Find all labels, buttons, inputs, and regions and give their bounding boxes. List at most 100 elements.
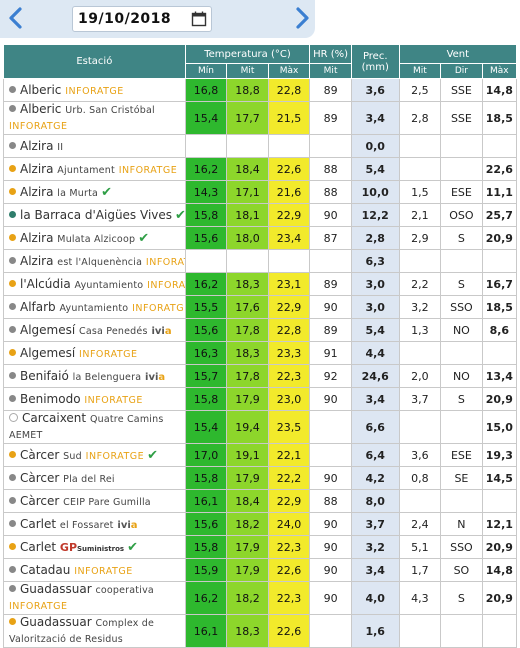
temp-min-cell: 15,6 — [184, 318, 228, 342]
station-location: Ajuntament — [57, 165, 115, 176]
station-cell[interactable]: Carlet el Fossaret ivia — [3, 512, 186, 536]
wind-mit-cell: 5,1 — [398, 535, 442, 559]
wind-max-cell: 14,5 — [481, 466, 518, 490]
temp-mit-cell: 18,4 — [226, 157, 269, 181]
station-location: cooperativa — [95, 585, 154, 596]
station-cell[interactable]: Carlet GPSuministros ✔ — [3, 535, 186, 559]
header-wind-mit[interactable]: Mit — [398, 63, 442, 79]
temp-min-cell: 14,3 — [184, 180, 228, 204]
station-cell[interactable]: Guadassuar cooperativa INFORATGE — [3, 581, 186, 615]
station-cell[interactable]: Alberic INFORATGE — [3, 78, 186, 102]
station-cell[interactable]: Catadau INFORATGE — [3, 558, 186, 582]
station-cell[interactable]: Càrcer Sud INFORATGE ✔ — [3, 443, 186, 467]
station-cell[interactable]: Alzira est l'Alquenència INFORATGE — [3, 249, 186, 273]
station-location: Quatre Camins AEMET — [9, 414, 164, 441]
station-location: est l'Alquenència — [57, 257, 143, 268]
station-cell[interactable]: Càrcer Pla del Rei — [3, 466, 186, 490]
temp-min-cell: 16,2 — [184, 581, 228, 615]
temp-max-cell: 22,8 — [267, 78, 311, 102]
humidity-cell: 87 — [309, 226, 352, 250]
station-cell[interactable]: l'Alcúdia Ayuntamiento INFORATGE — [3, 272, 186, 296]
station-cell[interactable]: Càrcer CEIP Pare Gumilla — [3, 489, 186, 513]
previous-day-button[interactable] — [4, 4, 26, 32]
wind-dir-cell — [440, 410, 483, 444]
station-location: Pla del Rei — [63, 474, 115, 485]
station-location: Ayuntamiento — [59, 303, 129, 314]
date-navigation-bar: 19/10/2018 — [0, 0, 315, 38]
wind-max-cell: 16,7 — [481, 272, 518, 296]
station-cell[interactable]: Algemesí Casa Penedés ivia — [3, 318, 186, 342]
humidity-cell: 88 — [309, 180, 352, 204]
table-row: Càrcer Pla del Rei 15,8 17,9 22,2 90 4,2 0,8 SE… — [3, 466, 518, 490]
header-temp-mit[interactable]: Mit — [226, 63, 269, 79]
station-status-dot-icon — [9, 233, 16, 241]
wind-mit-cell: 2,0 — [398, 364, 442, 388]
wind-max-cell: 20,9 — [481, 226, 518, 250]
station-cell[interactable]: Alzira la Murta ✔ — [3, 180, 186, 204]
inforatge-logo: INFORATGE — [84, 395, 143, 406]
precip-cell: 3,0 — [350, 272, 400, 296]
precip-cell: 5,4 — [350, 318, 400, 342]
wind-dir-cell: OSO — [440, 203, 483, 227]
humidity-cell: 90 — [309, 558, 352, 582]
temp-min-cell — [184, 134, 228, 158]
header-wind-max[interactable]: Màx — [481, 63, 518, 79]
inforatge-logo: INFORATGE — [147, 280, 185, 291]
inforatge-logo: INFORATGE — [79, 349, 138, 360]
ivia-logo: ivia — [145, 372, 166, 383]
station-cell[interactable]: Alberic Urb. San Cristóbal INFORATGE — [3, 101, 186, 135]
station-name: Alzira — [20, 184, 54, 199]
wind-max-cell: 12,1 — [481, 512, 518, 536]
header-precip[interactable]: Prec. (mm) — [350, 44, 400, 79]
station-cell[interactable]: Alzira Ajuntament INFORATGE — [3, 157, 186, 181]
header-station[interactable]: Estació — [3, 44, 186, 79]
station-status-dot-icon — [9, 585, 16, 592]
verified-check-icon: ✔ — [147, 447, 159, 463]
station-name: Guadassuar — [20, 615, 92, 630]
station-cell[interactable]: Alzira II — [3, 134, 186, 158]
station-cell[interactable]: Alfarb Ayuntamiento INFORATGE — [3, 295, 186, 319]
temp-mit-cell: 18,3 — [226, 272, 269, 296]
temp-min-cell: 15,9 — [184, 558, 228, 582]
next-day-button[interactable] — [292, 4, 314, 32]
table-row: Càrcer CEIP Pare Gumilla 16,1 18,4 22,9 88 8,… — [3, 489, 518, 513]
station-cell[interactable]: Algemesí INFORATGE — [3, 341, 186, 365]
wind-mit-cell: 1,7 — [398, 558, 442, 582]
header-temp-min[interactable]: Mín — [184, 63, 228, 79]
header-wind-dir[interactable]: Dir — [440, 63, 483, 79]
station-cell[interactable]: la Barraca d'Aigües Vives ✔ — [3, 203, 186, 227]
temp-min-cell: 16,2 — [184, 157, 228, 181]
table-row: Càrcer Sud INFORATGE ✔ 17,0 19,1 22,1 6,4 3,6 E… — [3, 443, 518, 467]
wind-max-cell — [481, 249, 518, 273]
precip-cell: 6,4 — [350, 443, 400, 467]
wind-mit-cell: 3,6 — [398, 443, 442, 467]
station-name: Càrcer — [20, 494, 60, 508]
header-temp-max[interactable]: Màx — [267, 63, 311, 79]
station-cell[interactable]: Carcaixent Quatre Camins AEMET — [3, 410, 186, 444]
wind-mit-cell: 4,3 — [398, 581, 442, 615]
temp-max-cell: 22,3 — [267, 535, 311, 559]
station-cell[interactable]: Benifaió la Belenguera ivia — [3, 364, 186, 388]
header-hr-mit[interactable]: Mit — [309, 63, 352, 79]
precip-cell: 0,0 — [350, 134, 400, 158]
wind-dir-cell: S — [440, 387, 483, 411]
station-name: Alzira — [20, 162, 54, 176]
station-cell[interactable]: Guadassuar Complex de Valorització de Re… — [3, 614, 186, 648]
verified-check-icon: ✔ — [101, 184, 112, 200]
calendar-icon[interactable] — [191, 11, 207, 31]
wind-mit-cell — [398, 157, 442, 181]
wind-dir-cell: SSE — [440, 101, 483, 135]
wind-mit-cell: 2,8 — [398, 101, 442, 135]
temp-max-cell: 23,1 — [267, 272, 311, 296]
wind-dir-cell: SE — [440, 466, 483, 490]
station-cell[interactable]: Benimodo INFORATGE — [3, 387, 186, 411]
station-cell[interactable]: Alzira Mulata Alzicoop ✔ — [3, 226, 186, 250]
wind-dir-cell: SSO — [440, 295, 483, 319]
wind-mit-cell: 1,5 — [398, 180, 442, 204]
precip-cell: 3,6 — [350, 78, 400, 102]
wind-max-cell — [481, 614, 518, 648]
date-input[interactable]: 19/10/2018 — [72, 6, 212, 32]
humidity-cell: 91 — [309, 341, 352, 365]
station-location: la Murta — [57, 187, 99, 199]
wind-dir-cell: ESE — [440, 180, 483, 204]
